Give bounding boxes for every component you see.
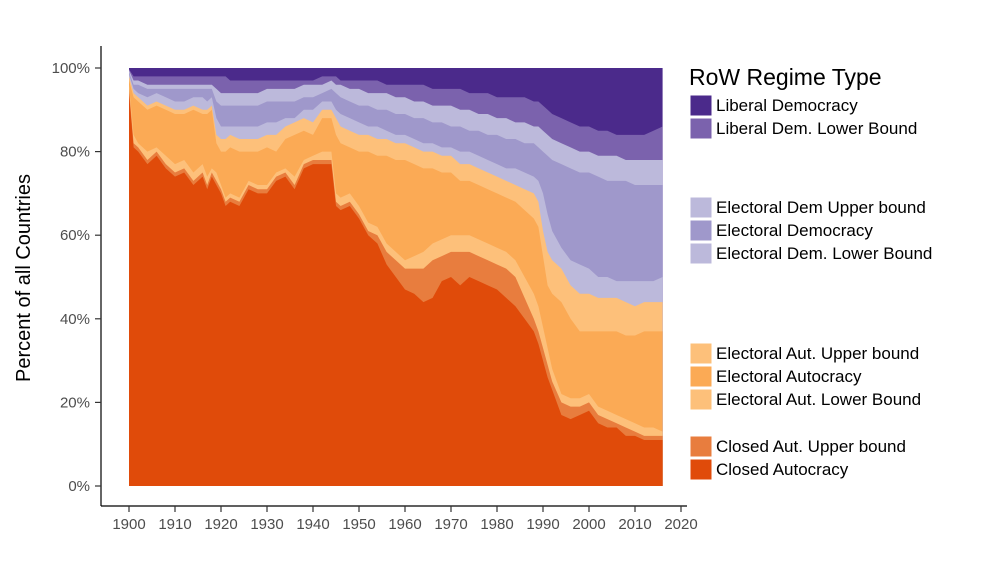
x-tick-label: 1970	[434, 516, 467, 533]
x-tick-label: 1930	[250, 516, 283, 533]
legend-swatch-liberal-dem-lower-bound	[689, 117, 713, 140]
x-tick-label: 1960	[388, 516, 421, 533]
x-tick-label: 1940	[296, 516, 329, 533]
x-tick-label: 2010	[618, 516, 651, 533]
x-axis-ticks: 1900 1910 1920 1930 1940 1950 1960 1970 1980 1990…	[112, 506, 698, 533]
legend-swatch-closed-autocracy	[689, 458, 713, 481]
x-tick-label: 1980	[480, 516, 513, 533]
legend-label-electoral-dem-upper-bound: Electoral Dem Upper bound	[716, 198, 926, 217]
legend-label-electoral-dem-lower-bound: Electoral Dem. Lower Bound	[716, 244, 932, 263]
legend-label-electoral-democracy: Electoral Democracy	[716, 221, 873, 240]
legend-swatch-electoral-aut-lower-bound	[689, 388, 713, 411]
legend-swatch-electoral-aut-upper-bound	[689, 342, 713, 365]
y-axis-title: Percent of all Countries	[13, 174, 35, 382]
legend-label-electoral-autocracy: Electoral Autocracy	[716, 367, 862, 386]
x-tick-label: 1990	[526, 516, 559, 533]
legend-label-closed-aut-upper-bound: Closed Aut. Upper bound	[716, 437, 906, 456]
legend-swatch-closed-aut-upper-bound	[689, 435, 713, 458]
legend-title: RoW Regime Type	[689, 64, 882, 90]
legend-swatch-electoral-autocracy	[689, 365, 713, 388]
y-axis-ticks: 0% 20% 40% 60% 80% 100%	[52, 60, 101, 495]
x-tick-label: 1920	[204, 516, 237, 533]
legend-swatch-electoral-dem-lower-bound	[689, 242, 713, 265]
x-tick-label: 1910	[158, 516, 191, 533]
y-tick-label: 100%	[52, 60, 90, 77]
y-tick-label: 40%	[60, 311, 90, 328]
x-tick-label: 2000	[572, 516, 605, 533]
legend-label-closed-autocracy: Closed Autocracy	[716, 460, 849, 479]
legend: RoW Regime Type Liberal Democracy Liberal…	[689, 64, 932, 481]
legend-label-electoral-aut-lower-bound: Electoral Aut. Lower Bound	[716, 390, 921, 409]
x-tick-label: 1900	[112, 516, 145, 533]
legend-label-liberal-dem-lower-bound: Liberal Dem. Lower Bound	[716, 119, 917, 138]
x-tick-label: 1950	[342, 516, 375, 533]
legend-label-electoral-aut-upper-bound: Electoral Aut. Upper bound	[716, 344, 919, 363]
area-closed-autocracy	[129, 93, 663, 486]
legend-swatch-electoral-dem-upper-bound	[689, 196, 713, 219]
y-tick-label: 60%	[60, 227, 90, 244]
legend-swatch-electoral-democracy	[689, 219, 713, 242]
legend-label-liberal-democracy: Liberal Democracy	[716, 96, 858, 115]
y-tick-label: 0%	[68, 478, 90, 495]
legend-swatch-liberal-democracy	[689, 94, 713, 117]
y-tick-label: 20%	[60, 394, 90, 411]
x-tick-label: 2020	[664, 516, 697, 533]
y-tick-label: 80%	[60, 144, 90, 161]
stacked-area-layers	[129, 68, 663, 487]
